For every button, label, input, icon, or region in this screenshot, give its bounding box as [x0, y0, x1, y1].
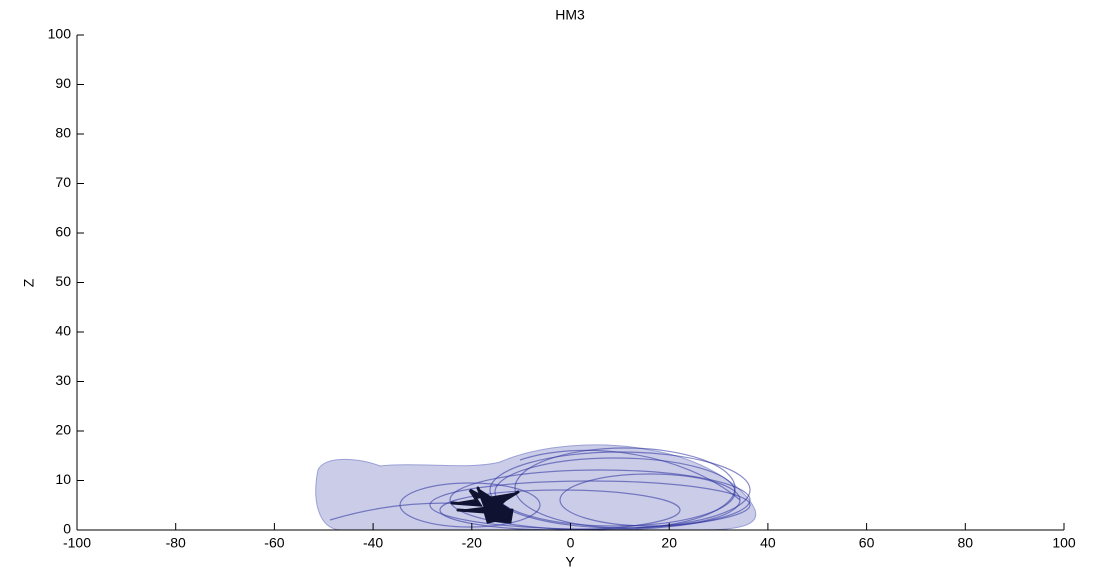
mesh-projection [315, 444, 757, 531]
x-tick-label: 80 [958, 535, 974, 551]
x-tick-label: 60 [859, 535, 875, 551]
y-tick-label: 30 [55, 372, 71, 388]
x-tick-label: -100 [63, 535, 91, 551]
y-tick-label: 60 [55, 224, 71, 240]
x-axis-label: Y [565, 554, 575, 570]
x-tick-label: -60 [264, 535, 284, 551]
mesh-core [450, 486, 520, 524]
x-tick-label: 20 [661, 535, 677, 551]
y-tick-label: 100 [48, 26, 72, 42]
y-tick-label: 10 [55, 471, 71, 487]
x-tick-label: 100 [1052, 535, 1076, 551]
x-tick-label: -40 [363, 535, 383, 551]
mesh-outline [329, 447, 751, 531]
y-tick-label: 90 [55, 75, 71, 91]
y-tick-label: 20 [55, 422, 71, 438]
y-tick-label: 80 [55, 125, 71, 141]
y-tick-label: 50 [55, 273, 71, 289]
x-tick-label: -80 [166, 535, 186, 551]
x-tick-label: 0 [567, 535, 575, 551]
chart-title: HM3 [555, 7, 585, 23]
y-tick-label: 0 [63, 521, 71, 537]
x-tick-label: -20 [462, 535, 482, 551]
y-tick-label: 40 [55, 323, 71, 339]
x-tick-label: 40 [760, 535, 776, 551]
y-axis-label: Z [21, 278, 37, 287]
y-tick-label: 70 [55, 174, 71, 190]
